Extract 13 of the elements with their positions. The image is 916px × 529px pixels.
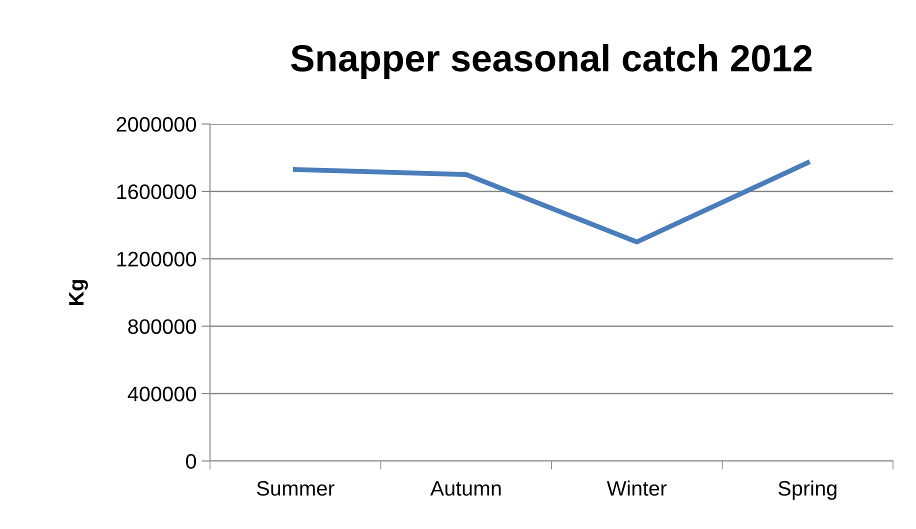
x-tick-label: Winter (606, 480, 667, 496)
y-tick-label: 1600000 (117, 184, 196, 200)
x-tick-label: Autumn (430, 481, 501, 496)
y-axis-title: Kg (69, 280, 88, 305)
line-series (292, 160, 810, 244)
y-tick-label: 800000 (128, 319, 196, 334)
y-tick-label: 2000000 (116, 117, 196, 132)
y-tick-label: 400000 (128, 386, 196, 402)
y-tick-label: 0 (186, 454, 196, 469)
x-tick-label: Summer (256, 480, 334, 496)
x-tick-label: Spring (778, 480, 836, 500)
y-tick-label: 1200000 (117, 252, 196, 267)
chart-title: Snapper seasonal catch 2012 (291, 44, 812, 80)
